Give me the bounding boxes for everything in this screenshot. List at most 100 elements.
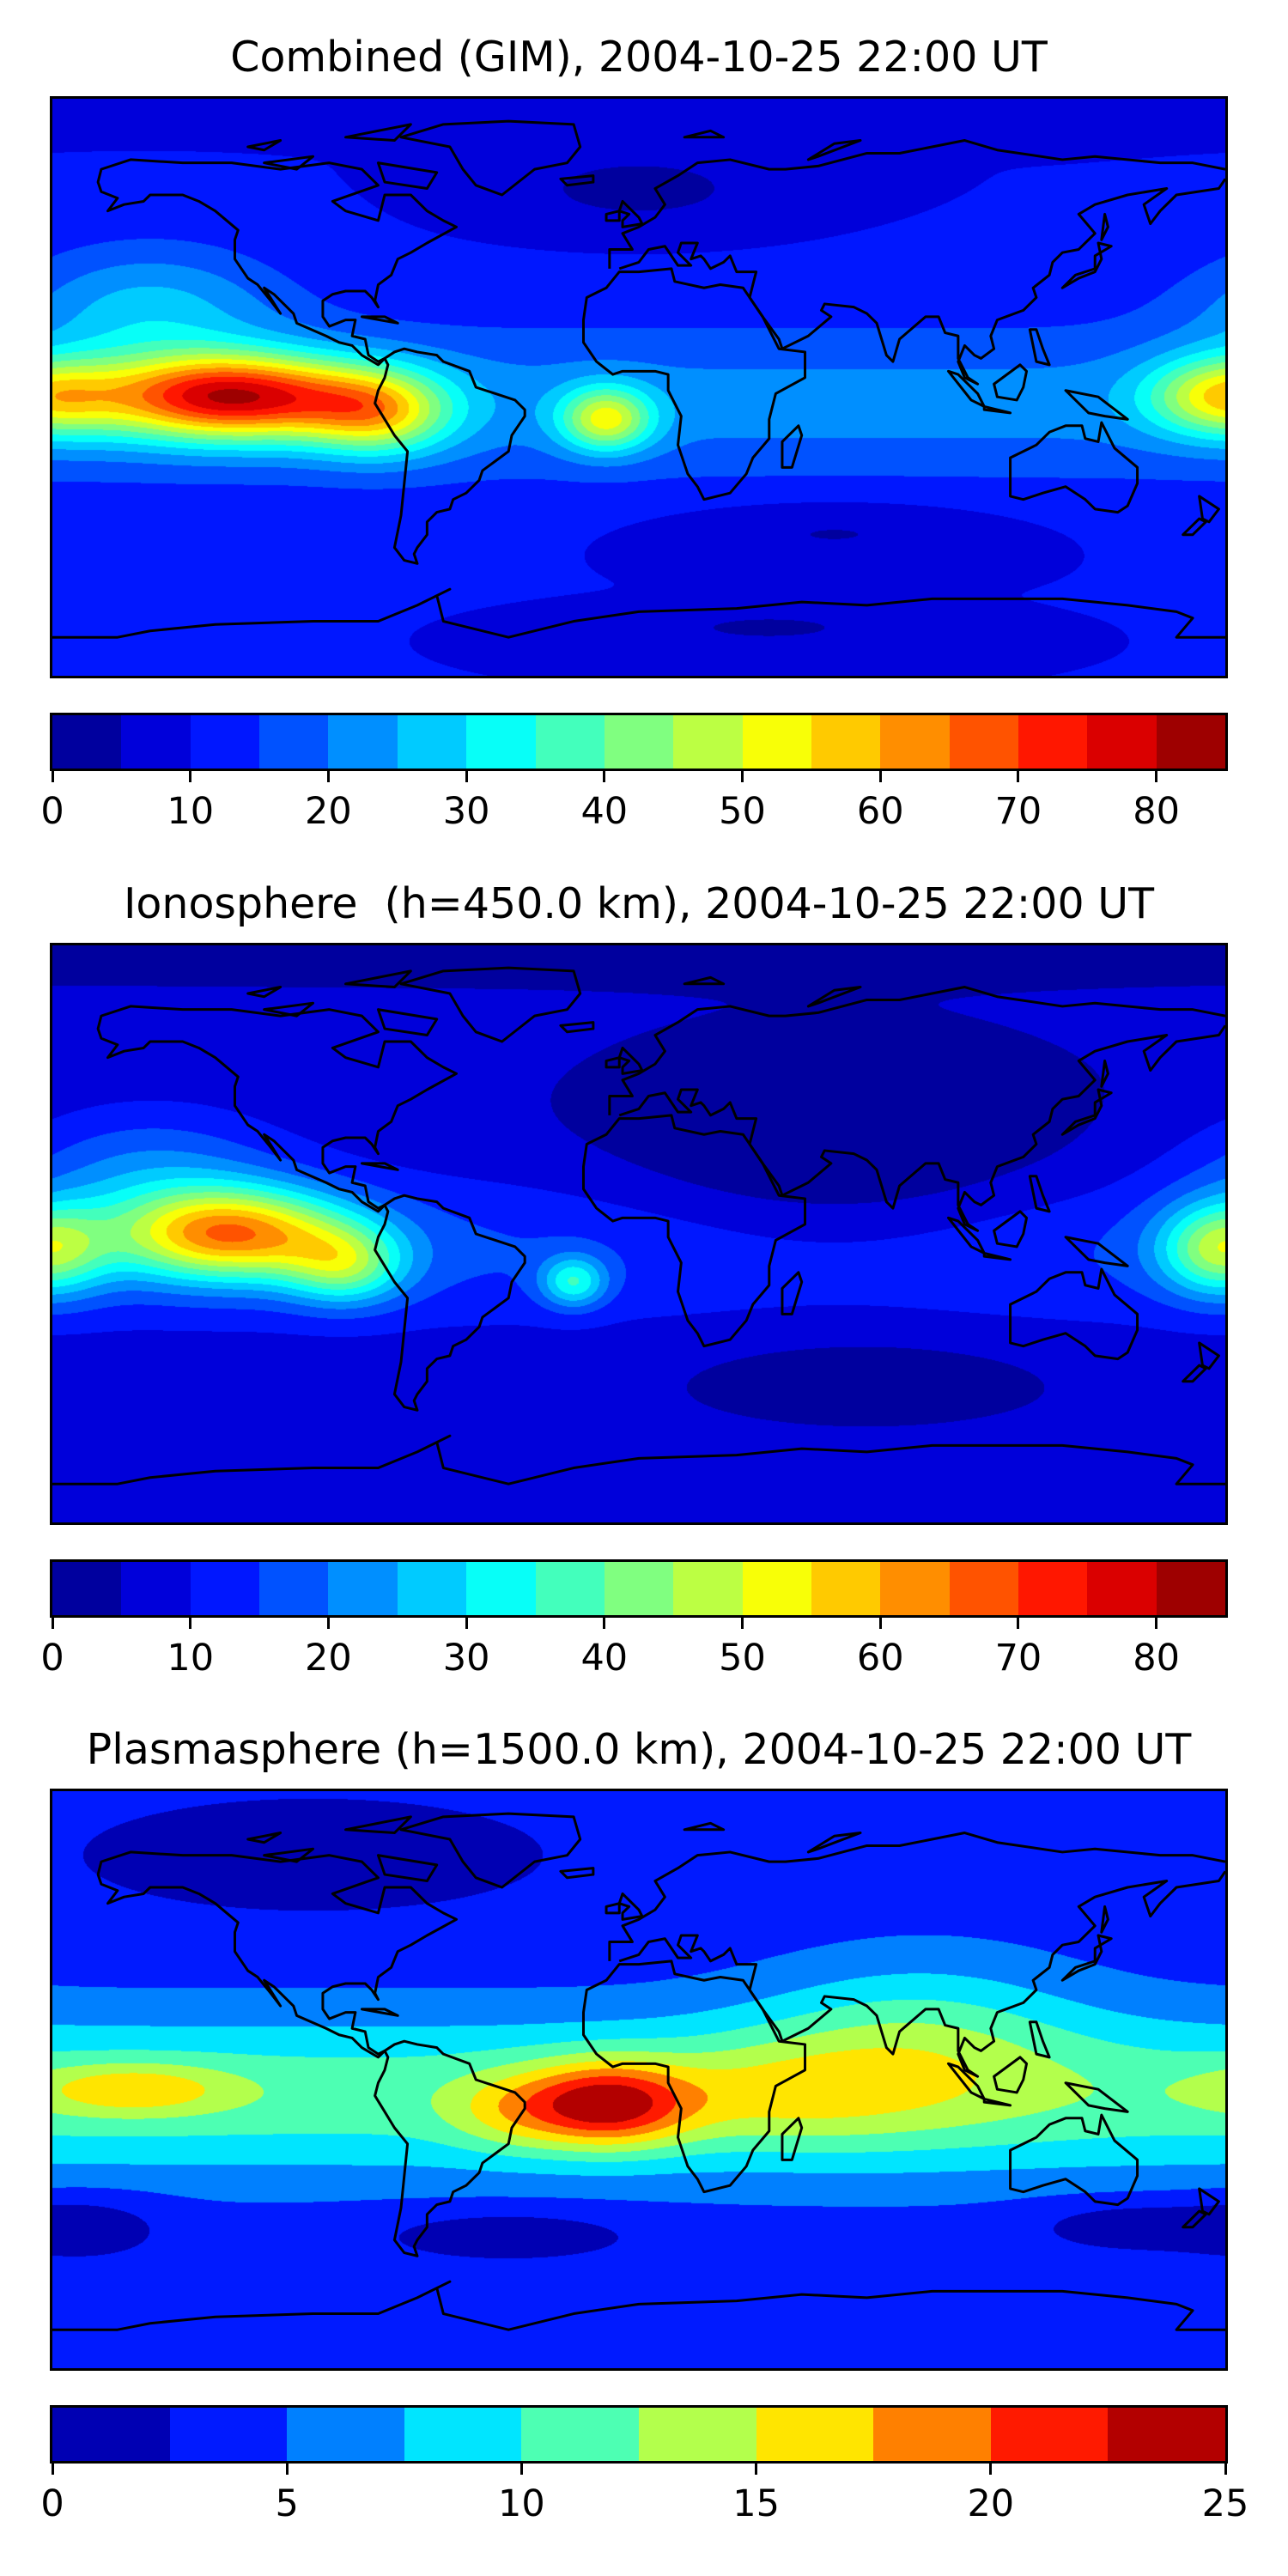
colorbar-segment bbox=[1087, 715, 1157, 769]
tick-label: 80 bbox=[1133, 790, 1180, 833]
colorbar-ticks: 0 10 20 30 40 50 60 70 80 bbox=[40, 771, 1228, 840]
coastline bbox=[782, 1273, 802, 1315]
coastline bbox=[1183, 496, 1219, 535]
tick-label: 50 bbox=[719, 790, 766, 833]
colorbar-segment bbox=[535, 715, 605, 769]
tick-label: 0 bbox=[40, 790, 64, 833]
tick-mark bbox=[1017, 1618, 1020, 1629]
tec-map bbox=[50, 943, 1228, 1525]
coastline bbox=[52, 2281, 1225, 2330]
coastline bbox=[361, 1823, 1108, 2015]
coastline bbox=[375, 1195, 526, 1410]
coastline bbox=[375, 349, 526, 563]
tick-label: 30 bbox=[442, 790, 490, 833]
tick-label: 0 bbox=[40, 2482, 64, 2525]
coastlines bbox=[52, 1791, 1225, 2368]
colorbar-segment bbox=[521, 2408, 639, 2461]
colorbar-segment bbox=[52, 1562, 122, 1615]
colorbar-segment bbox=[404, 2408, 522, 2461]
panel-title: Plasmasphere (h=1500.0 km), 2004-10-25 2… bbox=[86, 1725, 1192, 1774]
tick-mark bbox=[51, 2464, 54, 2475]
colorbar bbox=[50, 2405, 1228, 2464]
tick-label: 5 bbox=[275, 2482, 299, 2525]
colorbar-segment bbox=[990, 2408, 1109, 2461]
colorbar-segment bbox=[673, 1562, 743, 1615]
coastline bbox=[606, 1893, 642, 1919]
tick-mark bbox=[878, 1618, 882, 1629]
coastline bbox=[52, 589, 1225, 637]
colorbar-segment bbox=[328, 1562, 398, 1615]
colorbar-segment bbox=[604, 1562, 674, 1615]
coastline bbox=[361, 977, 1108, 1170]
colorbar-segment bbox=[466, 1562, 536, 1615]
tick-label: 15 bbox=[732, 2482, 780, 2525]
colorbar-ticks: 0 10 20 30 40 50 60 70 80 bbox=[40, 1618, 1228, 1686]
coastline bbox=[1011, 2115, 1138, 2205]
tick-mark bbox=[326, 1618, 330, 1629]
colorbar-segment bbox=[259, 1562, 329, 1615]
panel-title: Combined (GIM), 2004-10-25 22:00 UT bbox=[230, 33, 1048, 82]
tick-label: 80 bbox=[1133, 1637, 1180, 1680]
colorbar-segment bbox=[397, 1562, 467, 1615]
coastline bbox=[948, 1176, 1127, 1267]
combined-gim-panel: Combined (GIM), 2004-10-25 22:00 UT 0 10 2… bbox=[0, 33, 1288, 869]
colorbar-segment bbox=[673, 715, 743, 769]
tick-mark bbox=[465, 771, 468, 782]
coastline bbox=[610, 141, 1225, 385]
coastline bbox=[782, 2118, 802, 2160]
tick-mark bbox=[285, 2464, 289, 2475]
coastline bbox=[375, 2041, 526, 2256]
tick-mark bbox=[1155, 1618, 1158, 1629]
tick-mark bbox=[326, 771, 330, 782]
colorbar-segment bbox=[1087, 1562, 1157, 1615]
colorbar-segment bbox=[121, 715, 191, 769]
coastline bbox=[583, 269, 805, 500]
coastline bbox=[1011, 422, 1138, 513]
tick-label: 10 bbox=[498, 2482, 545, 2525]
coastline bbox=[948, 2022, 1127, 2112]
tick-label: 10 bbox=[167, 1637, 215, 1680]
colorbar-segment bbox=[949, 1562, 1019, 1615]
contour-field bbox=[52, 99, 1225, 676]
coastline-group bbox=[52, 1814, 1225, 2330]
colorbar bbox=[50, 713, 1228, 771]
colorbar-segment bbox=[169, 2408, 288, 2461]
tick-label: 40 bbox=[580, 1637, 629, 1680]
tick-mark bbox=[1224, 2464, 1227, 2475]
tick-mark bbox=[878, 771, 882, 782]
colorbar-segment bbox=[604, 715, 674, 769]
coastline bbox=[52, 1436, 1225, 1484]
tick-label: 50 bbox=[719, 1637, 766, 1680]
colorbar-segment bbox=[1156, 715, 1226, 769]
coastline bbox=[610, 987, 1225, 1231]
coastline bbox=[248, 971, 437, 1036]
coastlines bbox=[52, 99, 1225, 676]
panel-title: Ionosphere (h=450.0 km), 2004-10-25 22:0… bbox=[123, 879, 1155, 928]
coastline bbox=[401, 121, 580, 195]
tick-mark bbox=[1017, 771, 1020, 782]
tick-mark bbox=[741, 1618, 744, 1629]
coastline bbox=[561, 1023, 593, 1032]
colorbar-segment bbox=[397, 715, 467, 769]
tick-label: 25 bbox=[1201, 2482, 1249, 2525]
tick-label: 60 bbox=[856, 790, 904, 833]
colorbar bbox=[50, 1559, 1228, 1618]
coastline bbox=[98, 160, 456, 365]
tick-mark bbox=[465, 1618, 468, 1629]
tec-map bbox=[50, 96, 1228, 678]
tick-label: 0 bbox=[40, 1637, 64, 1680]
coastline bbox=[561, 1868, 593, 1878]
coastline bbox=[782, 426, 802, 468]
colorbar-ticks: 0 5 10 15 20 25 bbox=[40, 2464, 1249, 2532]
tick-label: 70 bbox=[994, 1637, 1042, 1680]
colorbar-segment bbox=[811, 1562, 881, 1615]
colorbar-segment bbox=[880, 715, 950, 769]
coastline bbox=[401, 968, 580, 1042]
colorbar-segment bbox=[756, 2408, 874, 2461]
colorbar-segment bbox=[880, 1562, 950, 1615]
tick-label: 60 bbox=[856, 1637, 904, 1680]
tick-mark bbox=[603, 1618, 606, 1629]
tick-mark bbox=[189, 771, 192, 782]
coastline bbox=[361, 131, 1108, 323]
colorbar-segment bbox=[811, 715, 881, 769]
